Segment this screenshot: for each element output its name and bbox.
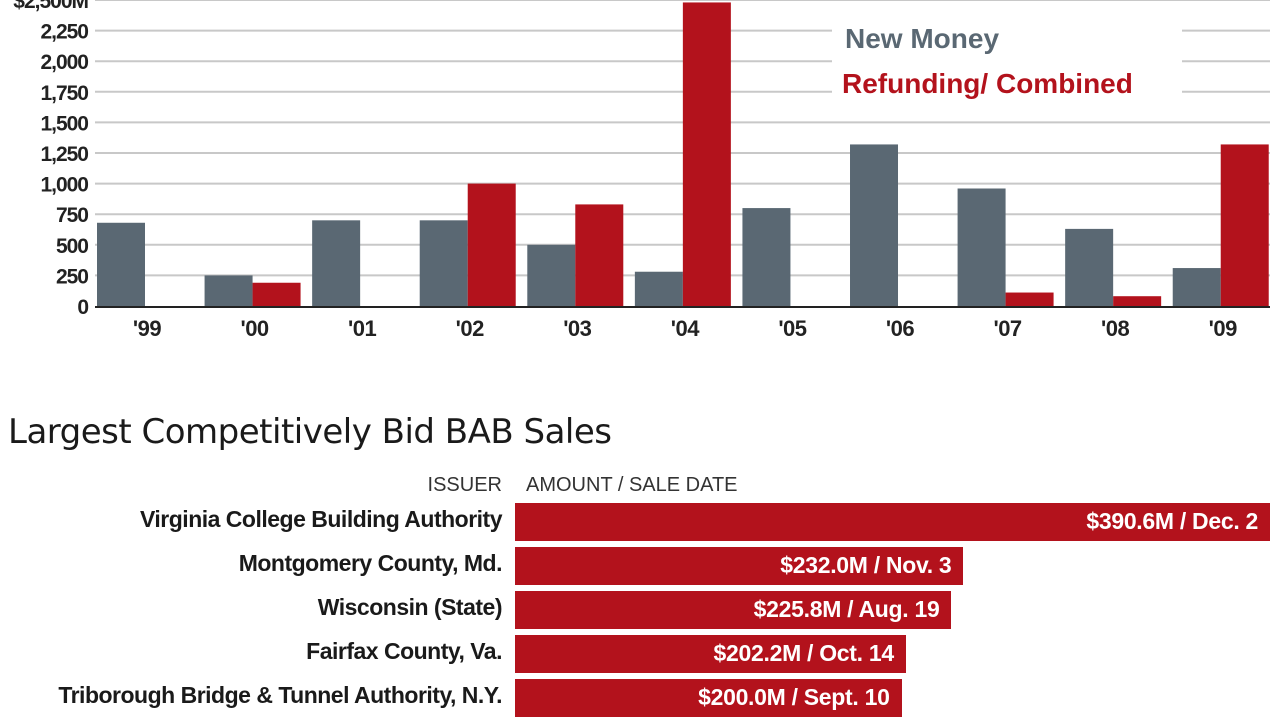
issuer-name: Triborough Bridge & Tunnel Authority, N.…: [58, 682, 502, 708]
x-tick-label: '00: [240, 316, 268, 341]
bar-refunding-9: [1113, 296, 1162, 306]
bar-refunding-1: [252, 282, 301, 306]
y-tick-label: 1,250: [40, 143, 88, 166]
amount-column-header: AMOUNT / SALE DATE: [526, 474, 738, 496]
y-axis-ticks: $2,500M 2,250 2,000 1,750 1,500 1,250 1,000 750…: [13, 0, 89, 319]
issuer-name: Fairfax County, Va.: [306, 638, 502, 664]
bab-sale-row: Montgomery County, Md. $232.0M / Nov. 3: [0, 547, 1280, 591]
issuer-column-header: ISSUER: [427, 474, 502, 496]
amount-bar: $200.0M / Sept. 10: [515, 679, 902, 717]
y-tick-label: 250: [56, 265, 88, 288]
bar-refunding-8: [1005, 292, 1054, 306]
bar-new-money-5: [634, 271, 683, 306]
amount-bar: $390.6M / Dec. 2: [515, 503, 1270, 541]
amount-date-label: $390.6M / Dec. 2: [1086, 508, 1258, 534]
x-tick-label: '06: [886, 316, 914, 341]
y-tick-label: 2,000: [40, 51, 88, 74]
issuer-name: Wisconsin (State): [317, 594, 503, 620]
y-tick-label: 0: [77, 296, 88, 319]
x-tick-label: '09: [1209, 316, 1237, 341]
issuer-name: Virginia College Building Authority: [139, 506, 503, 532]
bar-new-money-3: [419, 220, 468, 306]
bar-new-money-8: [957, 188, 1006, 306]
bar-new-money-2: [312, 220, 361, 306]
bab-sale-row: Virginia College Building Authority $390…: [0, 503, 1280, 547]
x-tick-label: '01: [348, 316, 376, 341]
bab-sales-title: Largest Competitively Bid BAB Sales: [8, 412, 612, 452]
amount-date-label: $232.0M / Nov. 3: [780, 552, 952, 578]
amount-date-label: $225.8M / Aug. 19: [753, 596, 940, 622]
bab-sales-list: Virginia College Building Authority $390…: [0, 503, 1280, 723]
bars: [97, 2, 1269, 307]
amount-bar: $232.0M / Nov. 3: [515, 547, 964, 585]
bar-refunding-10: [1220, 144, 1269, 306]
y-tick-label: 500: [56, 235, 88, 258]
bar-new-money-4: [527, 244, 576, 306]
x-tick-label: '02: [456, 316, 484, 341]
bar-new-money-6: [742, 208, 791, 306]
amount-date-label: $202.2M / Oct. 14: [713, 640, 895, 666]
x-tick-label: '04: [671, 316, 700, 341]
bar-new-money-1: [204, 275, 253, 306]
y-tick-label: 2,250: [40, 21, 88, 44]
x-tick-label: '05: [778, 316, 806, 341]
x-tick-label: '99: [133, 316, 161, 341]
bar-new-money-0: [97, 222, 145, 306]
bar-chart-issuance-by-year: $2,500M 2,250 2,000 1,750 1,500 1,250 1,000 750…: [13, 0, 1270, 341]
legend-refunding-combined: Refunding/ Combined: [842, 68, 1133, 99]
legend: New Money Refunding/ Combined: [832, 12, 1182, 110]
y-tick-label: 750: [56, 204, 88, 227]
amount-bar: $202.2M / Oct. 14: [515, 635, 906, 673]
x-tick-label: '08: [1101, 316, 1129, 341]
legend-background: [832, 12, 1182, 110]
y-tick-label: 1,000: [40, 174, 88, 197]
bar-refunding-4: [575, 204, 624, 306]
bar-refunding-5: [682, 2, 731, 307]
legend-new-money: New Money: [845, 23, 999, 54]
bar-refunding-3: [467, 183, 516, 306]
bar-new-money-10: [1172, 268, 1221, 306]
x-tick-label: '07: [993, 316, 1021, 341]
y-tick-label: 1,750: [40, 82, 88, 105]
y-tick-label: 1,500: [40, 112, 88, 135]
x-axis-ticks: '99 '00 '01 '02 '03 '04 '05 '06 '07 '08 '09: [133, 316, 1238, 341]
issuer-name: Montgomery County, Md.: [238, 550, 503, 576]
amount-bar: $225.8M / Aug. 19: [515, 591, 952, 629]
x-tick-label: '03: [563, 316, 591, 341]
y-tick-label: $2,500M: [13, 0, 88, 13]
bab-sale-row: Triborough Bridge & Tunnel Authority, N.…: [0, 679, 1280, 723]
bar-new-money-7: [850, 144, 899, 306]
bab-sale-row: Wisconsin (State) $225.8M / Aug. 19: [0, 591, 1280, 635]
bar-new-money-9: [1065, 228, 1114, 306]
bab-sale-row: Fairfax County, Va. $202.2M / Oct. 14: [0, 635, 1280, 679]
amount-date-label: $200.0M / Sept. 10: [698, 684, 890, 710]
